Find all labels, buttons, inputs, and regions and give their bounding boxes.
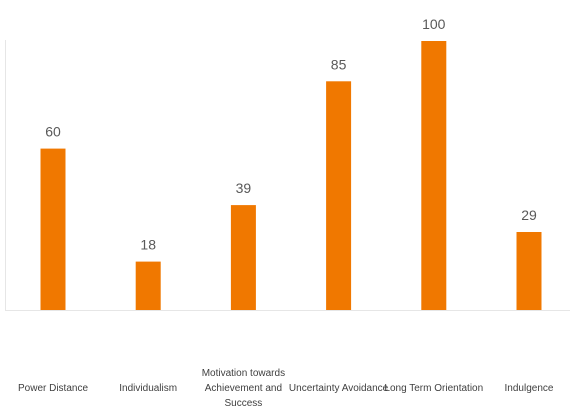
data-label-5: 29 — [521, 207, 537, 223]
category-label-2: Motivation towards Achievement and Succe… — [201, 367, 286, 409]
bar-3 — [326, 81, 352, 310]
bar-0 — [40, 148, 66, 310]
y-axis-line — [5, 40, 6, 310]
category-label-0: Power Distance — [17, 382, 89, 394]
bar-4 — [421, 41, 447, 310]
bar-2 — [230, 205, 256, 310]
bar-1 — [135, 261, 161, 310]
bar-5 — [516, 232, 542, 310]
data-label-2: 39 — [236, 180, 252, 196]
category-label-5: Indulgence — [504, 382, 554, 394]
category-label-3: Uncertainty Avoidance — [288, 382, 389, 394]
category-label-1: Individualism — [119, 382, 178, 394]
data-label-4: 100 — [422, 16, 446, 32]
category-label-4: Long Term Orientation — [384, 382, 484, 394]
x-axis-baseline — [5, 310, 570, 311]
data-label-1: 18 — [140, 237, 156, 253]
data-label-0: 60 — [45, 124, 61, 140]
data-label-3: 85 — [331, 56, 347, 72]
